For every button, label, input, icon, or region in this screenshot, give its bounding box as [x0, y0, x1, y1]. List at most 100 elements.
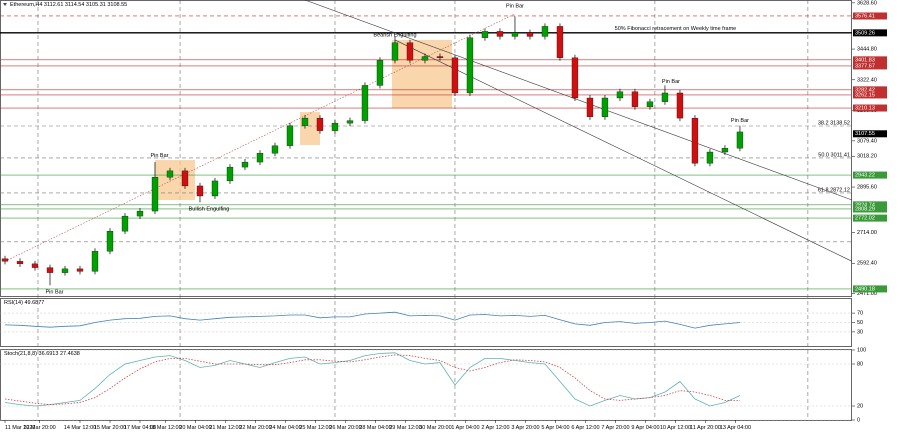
y-tick-label: 50 — [857, 320, 863, 326]
candle-body — [601, 97, 609, 117]
x-tick-label: 14 Mar 12:00 — [64, 425, 96, 431]
x-tick-label: 11 Mar 2022 — [5, 425, 35, 431]
candle-body — [571, 57, 579, 99]
candle-body — [466, 37, 474, 94]
y-tick-label: 30 — [857, 329, 863, 335]
candle-body — [346, 120, 354, 124]
candle-body — [496, 31, 504, 37]
candle-body — [676, 92, 684, 119]
level-box — [853, 86, 887, 94]
candle-body — [436, 56, 444, 58]
annotation: Pin Bar — [45, 289, 63, 295]
indicator-line — [4, 354, 740, 406]
annotation: Pin Bar — [506, 3, 524, 9]
y-tick-label: 70 — [857, 311, 863, 317]
candle-body — [361, 85, 369, 121]
fib-label: 61.8 2872.12 — [818, 187, 850, 193]
candle-body — [586, 97, 594, 117]
level-label: 2808.29 — [855, 206, 875, 212]
candle-body — [661, 92, 669, 102]
candle-body — [226, 166, 234, 182]
candle-body — [706, 151, 714, 164]
trendline — [304, 0, 853, 201]
candle-body — [541, 26, 549, 37]
level-label: 2490.18 — [855, 286, 875, 292]
zone — [391, 39, 452, 109]
candle-body — [61, 268, 69, 273]
fib-label: 38.2 3138.52 — [818, 120, 850, 126]
candle-body — [556, 26, 564, 58]
y-tick-label: 0 — [857, 417, 860, 423]
candle-body — [211, 180, 219, 197]
y-tick-label: 3018.20 — [857, 154, 877, 160]
y-tick-label: 20 — [857, 403, 863, 409]
candle-body — [166, 170, 174, 178]
price-panel — [0, 0, 852, 297]
level-box — [853, 104, 887, 112]
y-tick-label: 100 — [857, 347, 866, 353]
candle-body — [301, 117, 309, 126]
level-label: 3509.26 — [855, 30, 875, 36]
candle-body — [271, 145, 279, 154]
candle-body — [241, 161, 249, 168]
level-label: 3576.41 — [855, 13, 875, 19]
indicator-line — [4, 311, 741, 329]
annotation: Bearish Engulfing — [373, 33, 416, 39]
x-tick-label: 28 Mar 04:00 — [359, 425, 391, 431]
candle-body — [406, 42, 414, 61]
y-tick-label: 3444.80 — [857, 47, 877, 53]
candle-body — [511, 32, 519, 37]
x-tick-label: 9 Apr 04:00 — [631, 425, 659, 431]
y-tick-label: 2592.40 — [857, 261, 877, 267]
candle-body — [376, 60, 384, 86]
candle-body — [286, 125, 294, 146]
candle-body — [691, 117, 699, 164]
candle-body — [451, 57, 459, 94]
annotation: 50% Fibonacci retracement on Weekly time… — [615, 26, 737, 32]
y-tick-label: 2895.60 — [857, 185, 877, 191]
x-tick-label: 2 Apr 12:00 — [481, 425, 509, 431]
annotation: Pin Bar — [150, 153, 168, 159]
fib-label: 50.0 3011.41 — [818, 152, 850, 158]
candle-body — [631, 91, 639, 107]
candle-body — [136, 210, 144, 217]
level-label: 3282.42 — [855, 87, 875, 93]
trendline — [4, 13, 516, 262]
zone — [154, 160, 196, 201]
candle-body — [646, 101, 654, 107]
annotation: Pin Bar — [662, 79, 680, 85]
level-label: 2943.22 — [855, 173, 875, 179]
y-tick-label: 80 — [857, 361, 863, 367]
x-tick-label: 12 Mar 20:00 — [23, 425, 55, 431]
candle-body — [1, 258, 9, 262]
level-label: 2772.02 — [855, 216, 875, 222]
indicator-line — [4, 352, 741, 407]
level-label: 3107.55 — [855, 131, 875, 137]
level-label: 3401.83 — [855, 57, 875, 63]
x-tick-label: 20 Mar 04:00 — [179, 425, 211, 431]
x-tick-label: 11 Apr 20:00 — [690, 425, 721, 431]
candle-body — [616, 91, 624, 99]
level-box — [853, 285, 887, 293]
x-tick-label: 15 Mar 20:00 — [94, 425, 126, 431]
level-box — [853, 62, 887, 70]
symbol-icon — [3, 3, 7, 6]
annotation: Bullish Engulfing — [189, 207, 230, 213]
x-tick-label: 24 Mar 04:00 — [269, 425, 301, 431]
y-tick-label: 2714.00 — [857, 230, 877, 236]
level-label: 3377.67 — [855, 63, 875, 69]
candle-body — [526, 32, 534, 37]
x-tick-label: 30 Mar 20:00 — [419, 425, 451, 431]
x-tick-label: 26 Mar 20:00 — [329, 425, 361, 431]
candle-body — [121, 215, 129, 232]
x-tick-label: 21 Mar 12:00 — [209, 425, 241, 431]
level-box — [853, 12, 887, 20]
candle-body — [196, 185, 204, 197]
candle-body — [256, 153, 264, 163]
annotation: Pin Bar — [731, 118, 749, 124]
candle-body — [721, 148, 729, 153]
x-tick-label: 22 Mar 20:00 — [239, 425, 271, 431]
candle-body — [331, 122, 339, 131]
level-box — [853, 91, 887, 99]
y-tick-label: 2471.00 — [857, 291, 877, 297]
